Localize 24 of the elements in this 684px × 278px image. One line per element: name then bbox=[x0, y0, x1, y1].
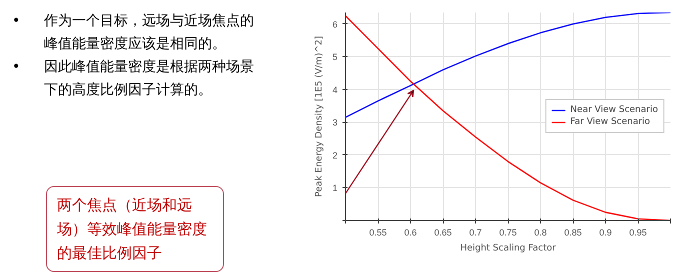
y-tick-label: 2 bbox=[332, 150, 338, 160]
x-tick-label: 0.6 bbox=[404, 228, 417, 238]
x-tick-label: 0.85 bbox=[564, 228, 582, 238]
x-tick-label: 0.95 bbox=[629, 228, 647, 238]
legend-label: Near View Scenario bbox=[570, 105, 658, 115]
y-tick-label: 4 bbox=[332, 84, 338, 95]
line-series bbox=[346, 12, 670, 118]
x-axis-title: Height Scaling Factor bbox=[460, 244, 556, 254]
y-tick-label: 3 bbox=[332, 118, 338, 128]
x-tick-label: 0.9 bbox=[599, 228, 612, 238]
x-tick-label: 0.75 bbox=[499, 228, 517, 238]
x-tick-label: 0.55 bbox=[369, 228, 387, 238]
y-axis-title: Peak Energy Density [1E5 (V/m)^2] bbox=[314, 36, 324, 197]
text: • 作为一个目标，远场与近场焦点的峰值能量密度应该是相同的。 bbox=[12, 13, 254, 52]
x-tick-label: 0.65 bbox=[434, 228, 452, 238]
legend-label: Far View Scenario bbox=[570, 117, 650, 127]
y-tick-label: 6 bbox=[332, 19, 338, 30]
y-tick-label: 1 bbox=[332, 183, 338, 194]
text: 两个焦点（近场和远场）等效峰值能量密度的最佳比例因子 bbox=[46, 186, 224, 272]
y-tick-label: 5 bbox=[332, 52, 338, 62]
x-tick-label: 0.8 bbox=[534, 228, 547, 238]
line-series bbox=[346, 15, 670, 220]
x-tick-label: 0.7 bbox=[469, 228, 482, 238]
text: • 因此峰值能量密度是根据两种场景下的高度比例因子计算的。 bbox=[12, 59, 254, 98]
